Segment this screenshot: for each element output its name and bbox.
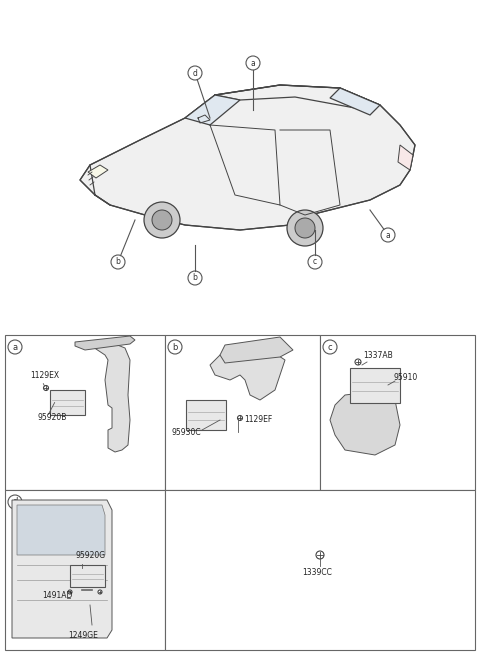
Polygon shape bbox=[330, 88, 380, 115]
Text: b: b bbox=[192, 274, 197, 282]
Circle shape bbox=[381, 228, 395, 242]
Bar bbox=[350, 368, 400, 403]
Text: a: a bbox=[12, 343, 18, 352]
Circle shape bbox=[355, 359, 361, 365]
Text: b: b bbox=[116, 257, 120, 267]
Polygon shape bbox=[88, 165, 108, 178]
Circle shape bbox=[308, 255, 322, 269]
Circle shape bbox=[111, 255, 125, 269]
Text: 95920B: 95920B bbox=[38, 413, 67, 422]
Text: 95910: 95910 bbox=[393, 373, 417, 382]
FancyBboxPatch shape bbox=[165, 335, 320, 490]
Text: a: a bbox=[385, 231, 390, 240]
Text: 1339CC: 1339CC bbox=[302, 568, 332, 577]
Polygon shape bbox=[185, 95, 240, 125]
Text: d: d bbox=[12, 498, 18, 506]
Bar bbox=[186, 400, 226, 430]
FancyBboxPatch shape bbox=[320, 335, 475, 490]
Circle shape bbox=[68, 590, 72, 594]
Polygon shape bbox=[17, 505, 105, 555]
Text: b: b bbox=[172, 343, 178, 352]
Text: d: d bbox=[192, 69, 197, 77]
Polygon shape bbox=[210, 350, 285, 400]
Circle shape bbox=[188, 271, 202, 285]
Circle shape bbox=[98, 590, 102, 594]
Text: 1249GE: 1249GE bbox=[68, 631, 98, 640]
FancyBboxPatch shape bbox=[165, 490, 475, 650]
Bar bbox=[50, 390, 85, 415]
Text: 1337AB: 1337AB bbox=[363, 351, 393, 360]
Circle shape bbox=[287, 210, 323, 246]
Text: c: c bbox=[328, 343, 332, 352]
Text: 1129EF: 1129EF bbox=[244, 415, 272, 424]
Circle shape bbox=[8, 340, 22, 354]
Circle shape bbox=[323, 340, 337, 354]
Polygon shape bbox=[220, 337, 293, 363]
Circle shape bbox=[316, 551, 324, 559]
Text: 1491AD: 1491AD bbox=[42, 591, 72, 600]
Polygon shape bbox=[398, 145, 413, 170]
Polygon shape bbox=[330, 390, 400, 455]
Bar bbox=[70, 565, 105, 587]
Polygon shape bbox=[75, 336, 135, 350]
FancyBboxPatch shape bbox=[5, 335, 165, 490]
Circle shape bbox=[295, 218, 315, 238]
Circle shape bbox=[152, 210, 172, 230]
Circle shape bbox=[144, 202, 180, 238]
Circle shape bbox=[246, 56, 260, 70]
FancyBboxPatch shape bbox=[5, 490, 165, 650]
Circle shape bbox=[168, 340, 182, 354]
Circle shape bbox=[8, 495, 22, 509]
Circle shape bbox=[188, 66, 202, 80]
Circle shape bbox=[44, 386, 48, 390]
Text: a: a bbox=[251, 58, 255, 67]
Polygon shape bbox=[80, 85, 415, 230]
Text: 95930C: 95930C bbox=[172, 428, 202, 437]
Circle shape bbox=[238, 415, 242, 421]
Text: c: c bbox=[313, 257, 317, 267]
Polygon shape bbox=[90, 342, 130, 452]
Polygon shape bbox=[12, 500, 112, 638]
Text: 95920G: 95920G bbox=[75, 551, 105, 560]
Text: 1129EX: 1129EX bbox=[30, 371, 59, 380]
